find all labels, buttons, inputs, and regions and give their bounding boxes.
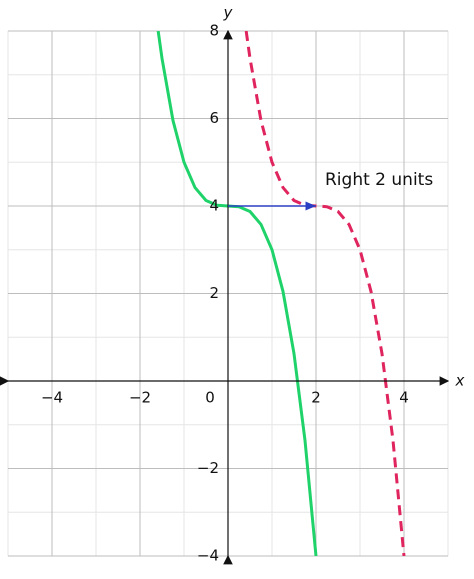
x-tick-label: −4 bbox=[41, 389, 63, 407]
axes: x y −4 −2 0 2 4 −4 −2 2 4 6 8 Right 2 units bbox=[0, 4, 465, 565]
y-tick-label: 6 bbox=[209, 109, 219, 127]
y-tick-label: 2 bbox=[209, 284, 219, 302]
y-tick-label: −4 bbox=[197, 547, 219, 565]
y-tick-label: 8 bbox=[209, 22, 219, 40]
y-axis-label: y bbox=[223, 4, 234, 22]
y-tick-label: 4 bbox=[209, 197, 219, 215]
x-tick-label: 2 bbox=[311, 389, 321, 407]
curve bbox=[244, 31, 406, 556]
x-tick-label: −2 bbox=[129, 389, 151, 407]
annotation: Right 2 units bbox=[325, 170, 433, 190]
x-tick-label: 0 bbox=[205, 389, 215, 407]
y-tick-label: −2 bbox=[197, 459, 219, 477]
x-axis-label: x bbox=[455, 372, 465, 390]
x-tick-label: 4 bbox=[399, 389, 409, 407]
